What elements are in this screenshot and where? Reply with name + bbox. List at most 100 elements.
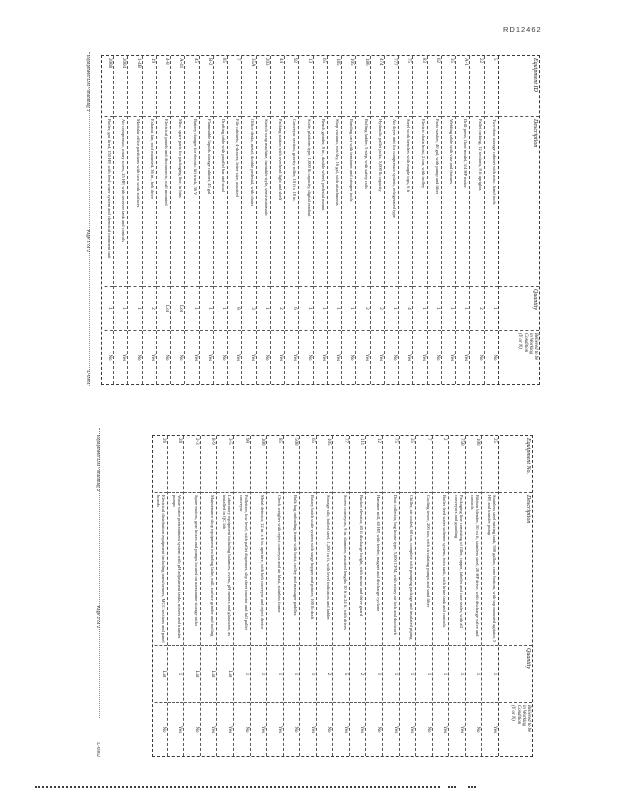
cell-quantity: 1: [185, 287, 199, 331]
cell-condition: Yes: [378, 353, 383, 362]
cell-quantity: 1: [432, 646, 449, 703]
cell-quantity: 2: [271, 287, 285, 331]
cell-quantity: 1: [234, 646, 250, 703]
cell-quantity: 1: [449, 646, 465, 703]
table-row: 85 Check weigher with reject conveyor an…: [266, 436, 283, 756]
cell-description: Metal detector, 12 in. x 6 in. aperture,…: [250, 493, 267, 646]
table-row: 19 Exhaust fan, roof mounted, 36 in., be…: [141, 56, 156, 384]
cell-description: Hammer mill, 40 HP, with feeder, magnet …: [366, 493, 383, 646]
cell-condition: No: [349, 354, 355, 361]
table-row: 26 Electrical distribution equipment inc…: [153, 436, 167, 756]
cell-quantity: 1: [383, 646, 399, 703]
cell-description: Cooling tower, 200 ton, with circulating…: [416, 493, 432, 646]
header-equipment-id: Equipment No.: [499, 436, 532, 493]
cell-description: Bucket elevator, 40 ft discharge height,…: [349, 493, 366, 646]
cell-quantity: Lot: [184, 646, 200, 703]
cell-condition: Yes: [409, 725, 415, 734]
table-row: 65 Bench grinder, 8 in., double wheel, p…: [312, 56, 327, 384]
cell-condition: No: [425, 726, 431, 733]
cell-quantity: 1: [267, 646, 283, 703]
cell-description: Scale, platform type, 1,000 lb capacity,…: [299, 117, 313, 287]
cell-description: Battery charger for electric lift truck,…: [185, 117, 199, 287]
cell-description: Packing station with overhead light and …: [271, 117, 285, 287]
cell-description: Misc. spare parts for packaging line, in…: [171, 117, 185, 287]
table-row: 1-4B Modular office partitions with two …: [127, 56, 142, 384]
bottom-dotted-rule: [35, 786, 440, 788]
cell-equipment-id: 777: [385, 56, 399, 117]
footer-right: L-0962: [95, 742, 100, 757]
cell-equipment-id: 8-9: [200, 436, 217, 493]
cell-equipment-id: 2008: [102, 56, 114, 117]
cell-condition: Yes: [363, 353, 369, 362]
cell-equipment-id: B-2: [199, 56, 213, 117]
table-row: 2-3 Spare motors, gear boxes and pumps l…: [183, 436, 200, 756]
cell-condition: No: [164, 354, 170, 361]
cell-description: Two-door storage cabinet with misc. hand…: [484, 117, 498, 287]
cell-description: Air compressor, rotary screw, 25 HP, wit…: [114, 117, 128, 287]
cell-condition: No: [243, 726, 249, 733]
cell-description: Bench grinder, 8 in., double wheel, pede…: [313, 117, 327, 287]
cell-equipment-id: 1-4B: [128, 56, 142, 117]
cell-equipment-id: 65: [300, 436, 316, 493]
cell-description: Boiler feed water softener system, twin …: [432, 493, 449, 646]
cell-description: Palletizer, low level, with pallet dispe…: [234, 493, 250, 646]
table-row: 13 Scale, platform type, 1,000 lb capaci…: [298, 56, 313, 384]
cell-condition: No: [293, 726, 299, 733]
table-row: 474 Hydraulic pallet jacks, 5,000 lb cap…: [369, 56, 384, 384]
cell-quantity: 1: [427, 287, 441, 331]
table-row: 75 Steel work benches with maple tops, 6…: [398, 56, 413, 384]
cell-equipment-id: 105: [342, 56, 356, 117]
cell-condition: No: [477, 354, 483, 361]
cell-condition: Yes: [309, 725, 315, 734]
cell-condition: No: [392, 354, 398, 361]
cell-equipment-id: 83: [413, 56, 427, 117]
table-row: 85 Drafting table with parallel bar and …: [213, 56, 228, 384]
cell-condition: Yes: [121, 353, 127, 362]
bottom-dotted-rule-segment: [448, 786, 456, 788]
header-description: Description: [499, 117, 539, 287]
table-row: 3-5 Laboratory equipment including balan…: [216, 436, 233, 756]
cell-quantity: 4: [399, 287, 413, 331]
fold-line: [89, 52, 90, 386]
cell-quantity: 1: [128, 287, 142, 331]
table-rows: 5 Two-door storage cabinet with misc. ha…: [102, 56, 498, 384]
cell-quantity: 1: [342, 287, 356, 331]
cell-condition: Yes: [177, 725, 183, 734]
cell-description: Stretch wrap machine, turntable style, s…: [256, 117, 270, 287]
cell-quantity: 2: [142, 287, 156, 331]
cell-equipment-id: 35: [442, 56, 456, 117]
cell-description: Steel work benches with maple tops, 6 ft: [399, 117, 413, 287]
table-row: 92 Conveyor section, gravity roller, 10 …: [284, 56, 299, 384]
cell-quantity: 2: [370, 287, 384, 331]
table-row: 8-9 Maintenance shop equipment including…: [199, 436, 217, 756]
cell-condition: Yes: [150, 353, 155, 362]
cell-quantity: 1: [465, 646, 482, 703]
cell-equipment-id: 500: [283, 436, 300, 493]
cell-equipment-id: A-1: [456, 56, 470, 117]
cell-quantity: Lot: [171, 287, 185, 331]
cell-equipment-id: 19: [142, 56, 156, 117]
cell-condition: Yes: [492, 725, 497, 734]
table-header-row: Equipment No. Description Quantity Belie…: [498, 436, 532, 756]
cell-description: Chiller, air cooled, 60 ton, complete wi…: [399, 493, 416, 646]
cell-description: Storage silo, bolted steel, 1,200 cu ft,…: [316, 493, 333, 646]
cell-quantity: Lot: [157, 287, 171, 331]
cell-condition: No: [178, 354, 184, 361]
cell-quantity: 1: [482, 646, 498, 703]
equipment-table-2: Equipment No. Description Quantity Belie…: [152, 435, 533, 757]
cell-equipment-id: 44: [271, 56, 285, 117]
cell-condition: Yes: [249, 353, 255, 362]
cell-condition: No: [221, 354, 227, 361]
cell-description: Flammable liquids storage cabinet, 45 ga…: [199, 117, 213, 287]
cell-quantity: 1: [167, 646, 184, 703]
cell-description: Electrical distribution equipment includ…: [153, 493, 167, 646]
table-row: 25 Stainless steel mixing tank, 500 gall…: [481, 436, 498, 756]
table-row: 300 Metal detector, 12 in. x 6 in. apert…: [249, 436, 267, 756]
cell-equipment-id: 45: [185, 56, 199, 117]
table-row: A-41 Misc. spare parts for packaging lin…: [170, 56, 185, 384]
cell-quantity: 1: [102, 287, 114, 331]
cell-description: Conveyor section, gravity roller, 10 ft …: [285, 117, 299, 287]
table-row: 185 Shop vacuum, wet/dry, 16 gal, with a…: [327, 56, 342, 384]
cell-description: Pallet racking, 12 sections, 8 ft uprigh…: [470, 117, 484, 287]
